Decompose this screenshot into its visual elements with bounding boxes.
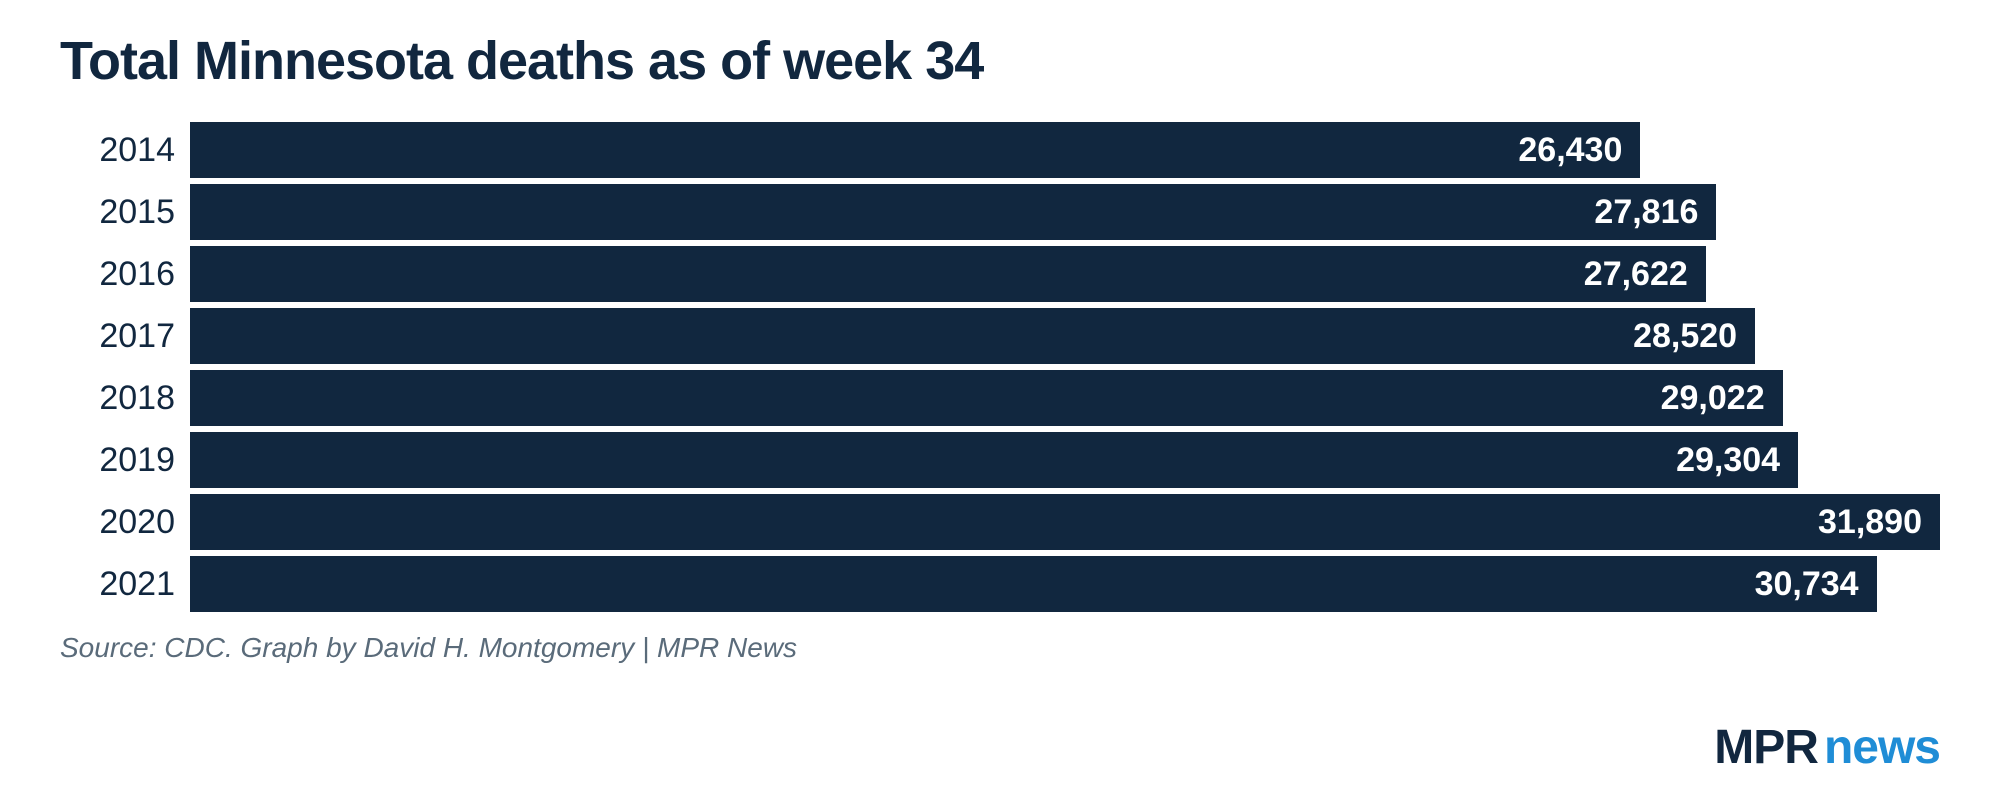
bar-value-label: 29,022 <box>1661 379 1765 418</box>
bar-row: 2017 28,520 <box>60 308 1940 364</box>
bar-value-label: 29,304 <box>1676 441 1780 480</box>
source-line: Source: CDC. Graph by David H. Montgomer… <box>60 632 1940 664</box>
bar-value-label: 28,520 <box>1633 317 1737 356</box>
bar-value-label: 31,890 <box>1818 503 1922 542</box>
bar-row: 2021 30,734 <box>60 556 1940 612</box>
bar-track: 26,430 <box>190 122 1940 178</box>
year-label: 2016 <box>60 255 190 294</box>
bar-track: 27,622 <box>190 246 1940 302</box>
bar: 28,520 <box>190 308 1755 364</box>
bar-row: 2020 31,890 <box>60 494 1940 550</box>
bar-track: 29,022 <box>190 370 1940 426</box>
bar: 31,890 <box>190 494 1940 550</box>
chart-title: Total Minnesota deaths as of week 34 <box>60 30 1940 92</box>
publisher-logo: MPR news <box>1714 720 1940 775</box>
bar-chart: 2014 26,430 2015 27,816 2016 27,622 2017 28,520… <box>60 122 1940 612</box>
bar: 29,304 <box>190 432 1798 488</box>
bar-track: 28,520 <box>190 308 1940 364</box>
bar-track: 31,890 <box>190 494 1940 550</box>
bar-row: 2016 27,622 <box>60 246 1940 302</box>
year-label: 2021 <box>60 565 190 604</box>
bar-track: 30,734 <box>190 556 1940 612</box>
logo-news-text: news <box>1824 720 1940 775</box>
bar-value-label: 27,816 <box>1594 193 1698 232</box>
bar-row: 2018 29,022 <box>60 370 1940 426</box>
year-label: 2014 <box>60 131 190 170</box>
bar: 29,022 <box>190 370 1783 426</box>
bar: 26,430 <box>190 122 1640 178</box>
bar-value-label: 30,734 <box>1755 565 1859 604</box>
bar-value-label: 27,622 <box>1584 255 1688 294</box>
bar: 30,734 <box>190 556 1877 612</box>
year-label: 2018 <box>60 379 190 418</box>
bar-track: 27,816 <box>190 184 1940 240</box>
year-label: 2020 <box>60 503 190 542</box>
bar-row: 2014 26,430 <box>60 122 1940 178</box>
bar-row: 2015 27,816 <box>60 184 1940 240</box>
bar-value-label: 26,430 <box>1518 131 1622 170</box>
year-label: 2019 <box>60 441 190 480</box>
bar-track: 29,304 <box>190 432 1940 488</box>
year-label: 2015 <box>60 193 190 232</box>
logo-mpr-text: MPR <box>1714 720 1818 775</box>
bar-row: 2019 29,304 <box>60 432 1940 488</box>
year-label: 2017 <box>60 317 190 356</box>
bar: 27,816 <box>190 184 1716 240</box>
bar: 27,622 <box>190 246 1706 302</box>
